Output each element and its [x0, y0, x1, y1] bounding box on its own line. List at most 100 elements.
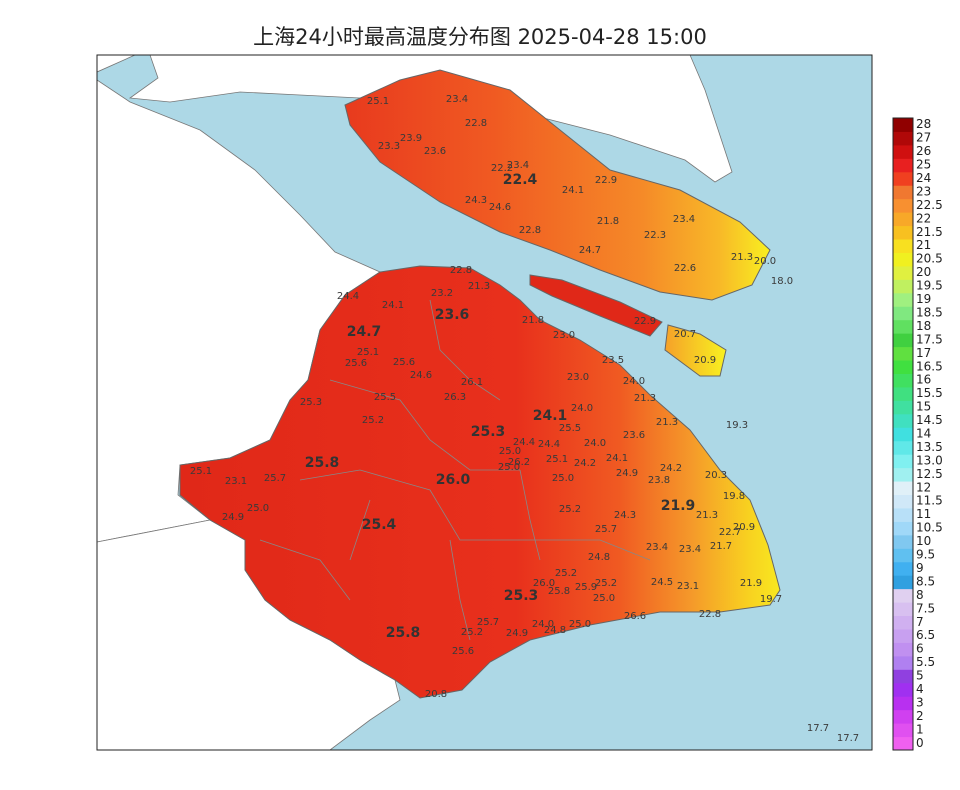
colorbar-segment [893, 292, 913, 307]
station-value: 25.5 [559, 423, 581, 434]
station-value: 25.9 [575, 582, 597, 593]
colorbar-segment [893, 360, 913, 374]
station-value: 22.8 [519, 225, 541, 236]
station-value: 20.0 [754, 256, 776, 267]
colorbar-segment [893, 696, 913, 711]
colorbar-label: 11.5 [916, 494, 943, 508]
colorbar-segment [893, 118, 913, 132]
station-value: 23.0 [567, 372, 589, 383]
colorbar-segment [893, 198, 913, 213]
hengsha-island [664, 324, 727, 377]
station-value: 21.7 [710, 541, 732, 552]
station-value: 26.3 [444, 392, 466, 403]
station-value: 25.0 [593, 593, 615, 604]
colorbar-segment [893, 373, 913, 388]
station-value: 25.1 [190, 466, 212, 477]
station-value: 24.5 [651, 577, 673, 588]
station-value: 25.5 [374, 392, 396, 403]
station-value: 23.1 [677, 581, 699, 592]
station-value: 19.3 [726, 420, 748, 431]
colorbar-segment [893, 239, 913, 253]
station-value: 23.6 [623, 430, 645, 441]
colorbar-label: 18.5 [916, 305, 943, 319]
colorbar-segment [893, 736, 913, 751]
colorbar: 0123455.566.577.588.599.51010.51111.5121… [892, 117, 943, 751]
station-value: 26.6 [624, 611, 646, 622]
colorbar-label: 21 [916, 238, 931, 252]
colorbar-segment [893, 413, 913, 428]
colorbar-label: 13.0 [916, 453, 943, 467]
station-value: 21.3 [696, 510, 718, 521]
station-value: 21.9 [740, 578, 762, 589]
station-value: 23.4 [446, 94, 468, 105]
map-area: 25.1 23.422.823.923.3 23.623.422.222.4 22.9… [97, 55, 872, 750]
colorbar-segment [893, 669, 913, 684]
colorbar-segment [893, 628, 913, 643]
colorbar-label: 15 [916, 400, 931, 414]
colorbar-segment [893, 454, 913, 469]
colorbar-label: 13.5 [916, 440, 943, 454]
district-borders [259, 299, 651, 641]
station-value: 25.0 [498, 462, 520, 473]
station-value: 24.0 [571, 403, 593, 414]
chongming-island [344, 69, 771, 301]
colorbar-segment [893, 534, 913, 549]
colorbar-label: 26 [916, 144, 931, 158]
station-value: 25.2 [362, 415, 384, 426]
colorbar-frame [892, 117, 914, 751]
colorbar-segment [893, 131, 913, 146]
colorbar-segment [893, 252, 913, 267]
station-value: 25.1 [367, 96, 389, 107]
station-value: 23.4 [679, 544, 701, 555]
station-value: 24.4 [337, 291, 359, 302]
station-value: 22.8 [699, 609, 721, 620]
colorbar-label: 14 [916, 427, 931, 441]
station-value: 24.2 [574, 458, 596, 469]
colorbar-segment [893, 494, 913, 509]
colorbar-segment [893, 144, 913, 159]
station-value: 22.9 [595, 175, 617, 186]
station-value: 25.2 [559, 504, 581, 515]
colorbar-segment [893, 386, 913, 401]
colorbar-label: 20 [916, 265, 931, 279]
colorbar-label: 5 [916, 669, 924, 683]
colorbar-label: 12.5 [916, 467, 943, 481]
station-value: 24.6 [489, 202, 511, 213]
station-value: 24.0 [623, 376, 645, 387]
colorbar-segment [893, 602, 913, 617]
colorbar-segment [893, 575, 913, 590]
colorbar-label: 18 [916, 319, 931, 333]
colorbar-label: 20.5 [916, 252, 943, 266]
station-value: 21.9 [661, 498, 696, 514]
colorbar-segment [893, 319, 913, 334]
colorbar-segment [893, 561, 913, 576]
colorbar-label: 3 [916, 695, 924, 709]
shanghai-mainland [179, 265, 781, 699]
colorbar-segment [893, 467, 913, 482]
station-value: 24.3 [614, 510, 636, 521]
colorbar-label: 17 [916, 346, 931, 360]
station-value: 24.6 [410, 370, 432, 381]
colorbar-segment [893, 481, 913, 496]
station-value: 25.3 [504, 588, 539, 604]
colorbar-label: 0 [916, 736, 924, 750]
station-value: 24.1 [382, 300, 404, 311]
station-value: 25.8 [305, 455, 340, 471]
station-value: 23.3 [378, 141, 400, 152]
station-value: 23.9 [400, 133, 422, 144]
station-value: 21.3 [634, 393, 656, 404]
station-value: 20.9 [694, 355, 716, 366]
colorbar-label: 23 [916, 184, 931, 198]
colorbar-label: 19 [916, 292, 931, 306]
colorbar-segment [893, 548, 913, 563]
station-value: 22.3 [644, 230, 666, 241]
station-value: 17.7 [837, 733, 859, 744]
station-value: 25.0 [569, 619, 591, 630]
station-value: 25.7 [264, 473, 286, 484]
station-value: 23.0 [553, 330, 575, 341]
station-value: 25.3 [300, 397, 322, 408]
station-value: 25.0 [247, 503, 269, 514]
station-value: 24.8 [544, 625, 566, 636]
colorbar-segment [893, 427, 913, 442]
